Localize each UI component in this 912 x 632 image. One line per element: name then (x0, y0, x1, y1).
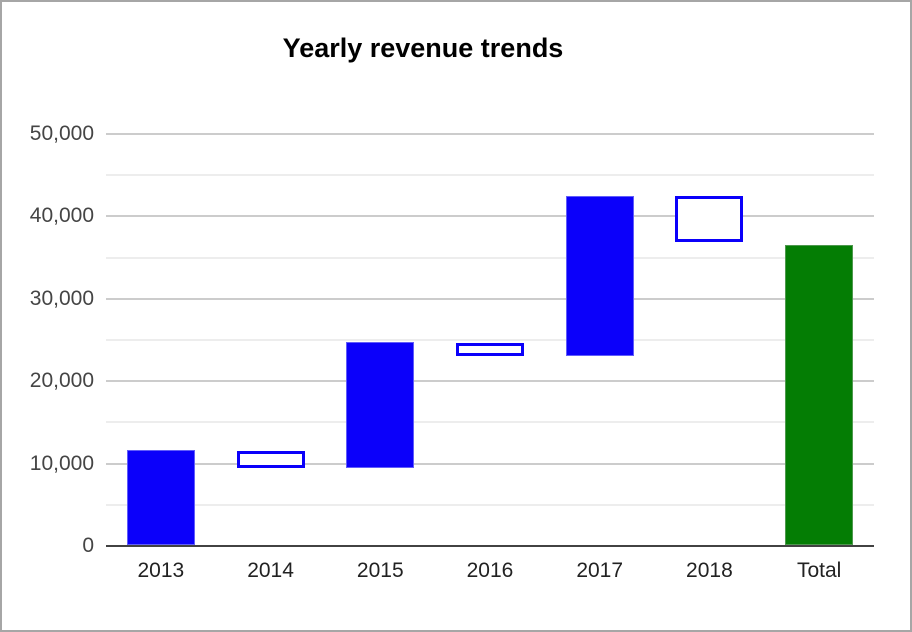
y-tick-label: 30,000 (29, 286, 94, 310)
bar-total[interactable] (785, 245, 854, 545)
bar-2013[interactable] (126, 450, 195, 545)
bar-2017[interactable] (565, 196, 634, 356)
x-tick-label: 2018 (686, 559, 733, 582)
gridline-minor (106, 256, 874, 259)
bar-2015[interactable] (346, 342, 415, 469)
plot-area (106, 133, 874, 547)
x-tick-label: Total (796, 559, 842, 582)
bar-2014[interactable] (236, 451, 305, 469)
y-tick-label: 10,000 (29, 451, 94, 475)
gridline-minor (106, 421, 874, 424)
bar-2018[interactable] (675, 196, 744, 243)
x-tick-label: 2017 (576, 559, 624, 582)
x-tick-label: 2014 (247, 559, 294, 582)
gridline-major (106, 462, 874, 465)
gridline-minor (106, 339, 874, 341)
bar-2016[interactable] (456, 342, 524, 356)
x-axis-baseline (106, 545, 874, 547)
gridline-minor (106, 174, 874, 177)
gridline-major (106, 133, 874, 135)
y-tick-label: 0 (82, 534, 94, 557)
x-tick-label: 2015 (356, 559, 404, 582)
gridline-major (106, 380, 874, 383)
y-tick-label: 40,000 (29, 204, 94, 228)
y-tick-label: 50,000 (29, 122, 94, 145)
gridline-minor (106, 503, 874, 506)
chart-title: Yearly revenue trends (282, 33, 564, 63)
x-tick-label: 2016 (466, 559, 514, 582)
y-tick-label: 20,000 (29, 369, 94, 393)
x-tick-label: 2013 (137, 559, 185, 582)
gridline-major (106, 215, 874, 218)
gridline-major (106, 297, 874, 300)
